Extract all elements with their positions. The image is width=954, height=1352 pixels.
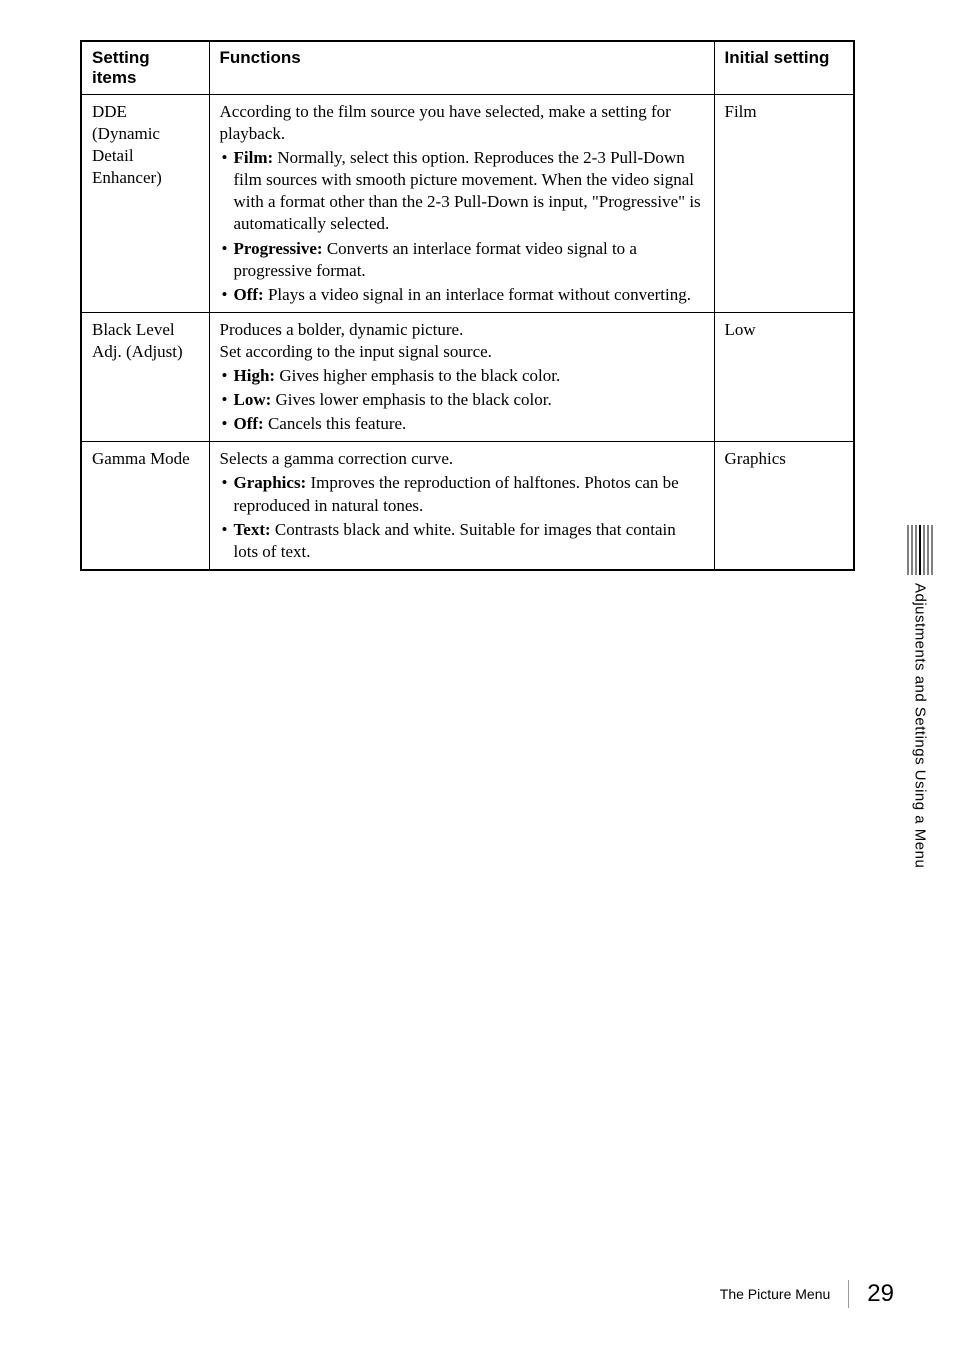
footer-title: The Picture Menu xyxy=(720,1286,831,1302)
cell-functions: According to the film source you have se… xyxy=(209,95,714,313)
table-row: Black Level Adj. (Adjust) Produces a bol… xyxy=(81,312,854,441)
header-functions: Functions xyxy=(209,41,714,95)
side-tab-lines-icon xyxy=(900,525,940,575)
footer-page-number: 29 xyxy=(867,1280,894,1308)
func-intro: Selects a gamma correction curve. xyxy=(220,449,454,468)
table-header-row: Setting items Functions Initial setting xyxy=(81,41,854,95)
header-initial-setting: Initial setting xyxy=(714,41,854,95)
side-tab: Adjustments and Settings Using a Menu xyxy=(900,525,940,868)
bullet-text: Contrasts black and white. Suitable for … xyxy=(234,520,676,561)
bullet-label: Off: xyxy=(234,414,264,433)
bullet-item: Progressive: Converts an interlace forma… xyxy=(220,238,704,282)
page-footer: The Picture Menu 29 xyxy=(720,1280,894,1308)
cell-functions: Produces a bolder, dynamic picture. Set … xyxy=(209,312,714,441)
func-intro: Produces a bolder, dynamic picture. Set … xyxy=(220,320,492,361)
func-intro: According to the film source you have se… xyxy=(220,102,671,143)
bullet-text: Plays a video signal in an interlace for… xyxy=(264,285,691,304)
table-row: Gamma Mode Selects a gamma correction cu… xyxy=(81,442,854,570)
bullet-label: High: xyxy=(234,366,276,385)
bullet-label: Low: xyxy=(234,390,272,409)
bullet-item: Text: Contrasts black and white. Suitabl… xyxy=(220,519,704,563)
bullet-label: Progressive: xyxy=(234,239,323,258)
cell-item: Gamma Mode xyxy=(81,442,209,570)
table-row: DDE (Dynamic Detail Enhancer) According … xyxy=(81,95,854,313)
cell-item: DDE (Dynamic Detail Enhancer) xyxy=(81,95,209,313)
bullet-item: Low: Gives lower emphasis to the black c… xyxy=(220,389,704,411)
bullet-list: Film: Normally, select this option. Repr… xyxy=(220,147,704,306)
bullet-text: Gives higher emphasis to the black color… xyxy=(275,366,560,385)
cell-initial: Graphics xyxy=(714,442,854,570)
bullet-item: High: Gives higher emphasis to the black… xyxy=(220,365,704,387)
side-tab-label: Adjustments and Settings Using a Menu xyxy=(912,583,929,868)
cell-item: Black Level Adj. (Adjust) xyxy=(81,312,209,441)
bullet-label: Film: xyxy=(234,148,274,167)
settings-table: Setting items Functions Initial setting … xyxy=(80,40,855,571)
bullet-item: Off: Plays a video signal in an interlac… xyxy=(220,284,704,306)
cell-functions: Selects a gamma correction curve. Graphi… xyxy=(209,442,714,570)
cell-initial: Film xyxy=(714,95,854,313)
bullet-item: Off: Cancels this feature. xyxy=(220,413,704,435)
bullet-item: Film: Normally, select this option. Repr… xyxy=(220,147,704,235)
bullet-label: Off: xyxy=(234,285,264,304)
bullet-text: Cancels this feature. xyxy=(264,414,407,433)
bullet-text: Gives lower emphasis to the black color. xyxy=(271,390,551,409)
bullet-label: Text: xyxy=(234,520,271,539)
bullet-item: Graphics: Improves the reproduction of h… xyxy=(220,472,704,516)
bullet-label: Graphics: xyxy=(234,473,307,492)
bullet-list: High: Gives higher emphasis to the black… xyxy=(220,365,704,435)
cell-initial: Low xyxy=(714,312,854,441)
page-container: Setting items Functions Initial setting … xyxy=(0,0,954,1352)
bullet-text: Normally, select this option. Reproduces… xyxy=(234,148,701,233)
header-setting-items: Setting items xyxy=(81,41,209,95)
bullet-list: Graphics: Improves the reproduction of h… xyxy=(220,472,704,562)
footer-divider xyxy=(848,1280,849,1308)
